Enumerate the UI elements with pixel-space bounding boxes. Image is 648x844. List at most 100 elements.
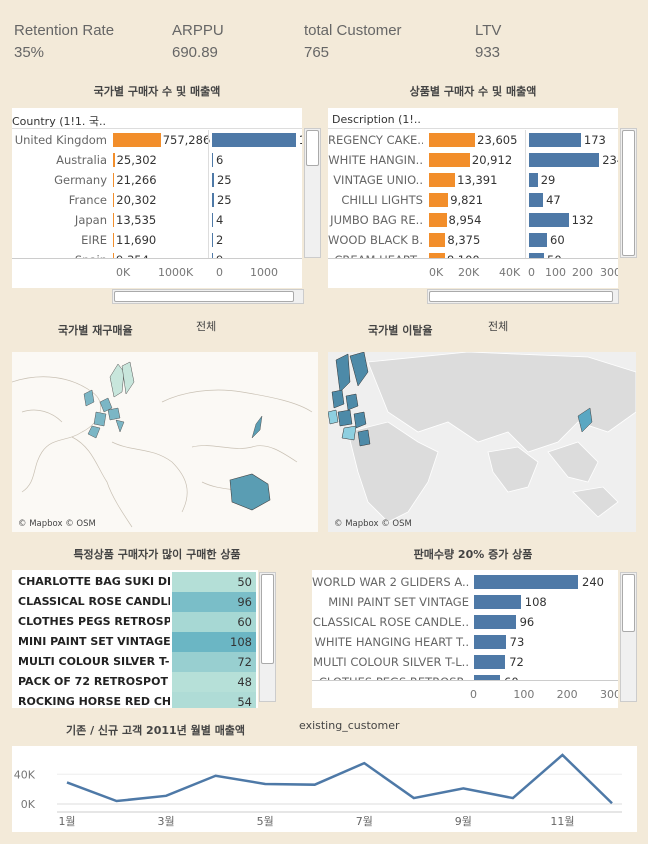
increase-row-label[interactable]: MINI PAINT SET VINTAGE: [328, 595, 469, 609]
product-vscroll-thumb[interactable]: [622, 130, 635, 256]
product_chart-row-label[interactable]: WHITE HANGIN..: [328, 153, 423, 167]
product_chart-row-label[interactable]: REGENCY CAKE..: [328, 133, 423, 147]
heatmap-cell[interactable]: 72: [172, 652, 256, 672]
country_chart-sales-bar[interactable]: [113, 173, 115, 187]
heatmap-cell[interactable]: 108: [172, 632, 256, 652]
line-x-tick: 11월: [550, 815, 574, 828]
heatmap-cell[interactable]: 50: [172, 572, 256, 592]
country_chart-customers-bar[interactable]: [212, 173, 214, 187]
product_chart-sales-bar[interactable]: [429, 173, 456, 187]
heatmap-row-label[interactable]: ROCKING HORSE RED CHR..: [18, 695, 170, 708]
heatmap-cell[interactable]: 48: [172, 672, 256, 692]
country_chart-sales-label: 13,535: [116, 213, 157, 227]
heatmap-row-label[interactable]: PACK OF 72 RETROSPOT C..: [18, 675, 170, 688]
increase-vscroll-thumb[interactable]: [622, 574, 635, 632]
country_chart-sales-bar[interactable]: [113, 233, 114, 247]
country-hscroll-thumb[interactable]: [114, 291, 294, 302]
product-header[interactable]: Description (1!..: [332, 113, 421, 126]
country_chart-customers-bar[interactable]: [212, 233, 213, 247]
product_chart-row-label[interactable]: JUMBO BAG RE..: [330, 213, 423, 227]
increase-row-label[interactable]: CLASSICAL ROSE CANDLE..: [312, 615, 469, 629]
product_chart-sales-bar[interactable]: [429, 133, 476, 147]
left-map-subtitle[interactable]: 전체: [196, 320, 217, 333]
line-chart: 40K 0K 1월 3월 5월 7월 9월 11월: [12, 746, 637, 832]
heatmap-row-label[interactable]: CHARLOTTE BAG SUKI DE..: [18, 575, 170, 588]
country_chart-row-label[interactable]: Japan: [74, 213, 107, 227]
country_chart-customers-bar[interactable]: [212, 133, 296, 147]
product_chart-customers-bar[interactable]: [529, 153, 600, 167]
product-hscroll[interactable]: [427, 289, 619, 304]
country_chart-row-label[interactable]: United Kingdom: [14, 133, 107, 147]
increase-bar[interactable]: [474, 595, 521, 609]
country-vscroll[interactable]: [304, 128, 321, 258]
country_chart-customers-bar[interactable]: [212, 153, 213, 167]
country_chart-customers-bar[interactable]: [212, 193, 214, 207]
product_chart-customers-bar[interactable]: [529, 173, 538, 187]
country-header[interactable]: Country (1!1. 국..: [12, 115, 107, 128]
product_chart-row-label[interactable]: WOOD BLACK B..: [328, 233, 423, 247]
product_chart-row-label[interactable]: CHILLI LIGHTS: [341, 193, 423, 207]
country_chart-customers-bar[interactable]: [212, 213, 213, 227]
increase-bar[interactable]: [474, 655, 506, 669]
heatmap-row-label[interactable]: MULTI COLOUR SILVER T-L..: [18, 655, 170, 668]
product-hscroll-thumb[interactable]: [429, 291, 613, 302]
country_chart-sales-bar[interactable]: [113, 133, 161, 147]
product_chart-row-label[interactable]: CREAM HEART..: [328, 253, 423, 258]
product_chart-row-label[interactable]: VINTAGE UNIO..: [333, 173, 423, 187]
increase-row-label[interactable]: WHITE HANGING HEART T..: [314, 635, 469, 649]
product_chart-customers-bar[interactable]: [529, 253, 544, 258]
heatmap-cell[interactable]: 96: [172, 592, 256, 612]
country_chart-customers-bar[interactable]: [212, 253, 213, 258]
increase-row-label[interactable]: CLOTHES PEGS RETROSP..: [312, 675, 469, 680]
heatmap-vscroll[interactable]: [259, 572, 276, 702]
heatmap-cell[interactable]: 54: [172, 692, 256, 708]
increase-bar[interactable]: [474, 615, 516, 629]
country_chart-row-label[interactable]: France: [68, 193, 107, 207]
increase-row-label[interactable]: MULTI COLOUR SILVER T-L..: [313, 655, 469, 669]
line-y-tick: 0K: [21, 798, 36, 811]
country_chart-sales-bar[interactable]: [113, 213, 114, 227]
increase-bar[interactable]: [474, 635, 506, 649]
country_chart-row-label[interactable]: Spain: [12, 253, 107, 258]
product_chart-customers-bar[interactable]: [529, 213, 569, 227]
product_chart-sales-label: 8,375: [447, 233, 481, 247]
increase-row-label[interactable]: WORLD WAR 2 GLIDERS A..: [312, 575, 469, 589]
country_chart-sales-bar[interactable]: [113, 153, 115, 167]
product_chart-customers-label: 50: [547, 253, 562, 258]
country_chart-row-label[interactable]: EIRE: [81, 233, 107, 247]
country_chart-row-label[interactable]: Germany: [54, 173, 107, 187]
right-map-subtitle[interactable]: 전체: [488, 320, 509, 333]
heatmap-row-label[interactable]: MINI PAINT SET VINTAGE: [18, 635, 170, 648]
existing-customer-line[interactable]: [66, 753, 613, 805]
heatmap-row-label[interactable]: CLOTHES PEGS RETROSP..: [18, 615, 170, 628]
retention-map[interactable]: © Mapbox © OSM: [12, 352, 318, 532]
country-vscroll-thumb[interactable]: [306, 130, 319, 166]
increase-bar[interactable]: [474, 675, 500, 680]
increase-chart: WORLD WAR 2 GLIDERS A.. 240 MINI PAINT SET…: [312, 570, 618, 708]
product_chart-sales-bar[interactable]: [429, 233, 446, 247]
heatmap-vscroll-thumb[interactable]: [261, 574, 274, 664]
country_chart-sales-bar[interactable]: [113, 253, 114, 258]
product_chart-sales-bar[interactable]: [429, 213, 447, 227]
country_chart-row-label[interactable]: Australia: [56, 153, 107, 167]
product_chart-customers-bar[interactable]: [529, 193, 544, 207]
product_chart-customers-bar[interactable]: [529, 133, 581, 147]
increase-bar[interactable]: [474, 575, 578, 589]
country_chart-sales-label: 21,266: [116, 173, 157, 187]
increase-vscroll[interactable]: [620, 572, 637, 702]
product_chart-customers-bar[interactable]: [529, 233, 547, 247]
heatmap-row-label[interactable]: CLASSICAL ROSE CANDLE..: [18, 595, 170, 608]
product_chart-sales-bar[interactable]: [429, 253, 445, 258]
heatmap-cell[interactable]: 60: [172, 612, 256, 632]
country_chart-sales-label: 20,302: [116, 193, 157, 207]
product_chart-sales-bar[interactable]: [429, 153, 470, 167]
product-cust-axis-0: 0: [528, 266, 535, 279]
country-hscroll[interactable]: [112, 289, 304, 304]
line-chart-legend[interactable]: existing_customer: [299, 719, 400, 732]
product_chart-sales-label: 8,954: [448, 213, 482, 227]
heatmap-table: CHARLOTTE BAG SUKI DE.. 50 CLASSICAL ROSE …: [12, 570, 258, 708]
product_chart-sales-bar[interactable]: [429, 193, 449, 207]
product-vscroll[interactable]: [620, 128, 637, 258]
country_chart-sales-bar[interactable]: [113, 193, 115, 207]
churn-map[interactable]: © Mapbox © OSM: [328, 352, 636, 532]
